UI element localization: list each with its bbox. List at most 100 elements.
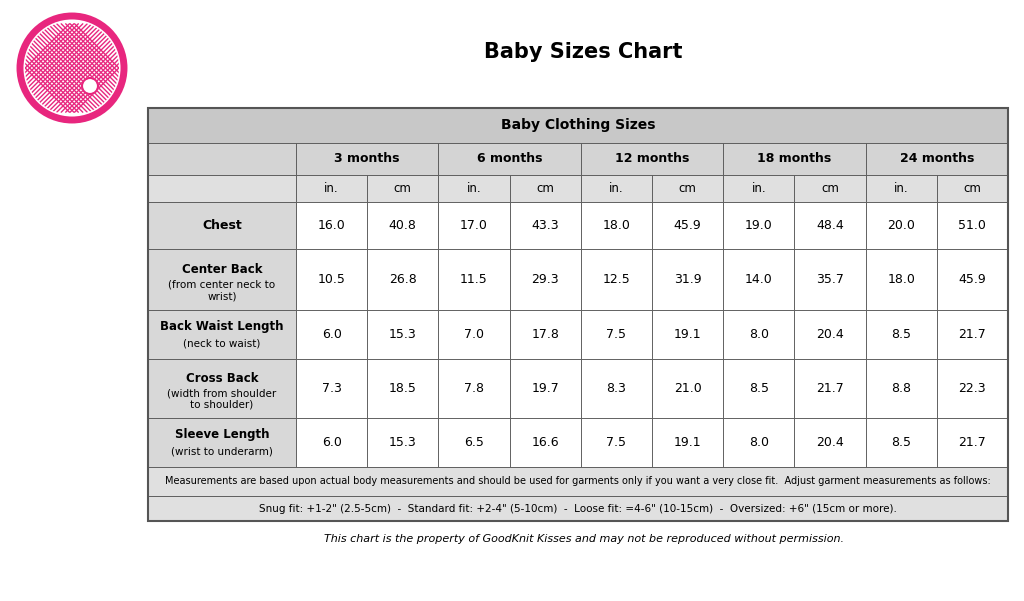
Bar [581, 310, 652, 359]
Text: 26.8: 26.8 [389, 273, 417, 286]
Bar [438, 249, 510, 310]
Bar [438, 143, 581, 175]
Text: 45.9: 45.9 [674, 219, 701, 232]
Text: 31.9: 31.9 [674, 273, 701, 286]
Text: (neck to waist): (neck to waist) [183, 338, 261, 349]
Bar [148, 359, 296, 418]
Bar [865, 310, 937, 359]
Text: 19.7: 19.7 [531, 382, 559, 395]
Bar [368, 202, 438, 249]
Text: 6.0: 6.0 [322, 436, 342, 449]
Bar [148, 310, 296, 359]
Bar [865, 143, 1008, 175]
Text: 19.1: 19.1 [674, 436, 701, 449]
Text: 8.5: 8.5 [891, 328, 911, 341]
Text: 29.3: 29.3 [531, 273, 559, 286]
Bar [510, 175, 581, 202]
Text: in.: in. [325, 182, 339, 195]
Bar [865, 249, 937, 310]
Text: Snug fit: +1-2" (2.5-5cm)  -  Standard fit: +2-4" (5-10cm)  -  Loose fit: =4-6" : Snug fit: +1-2" (2.5-5cm) - Standard fit… [259, 504, 897, 513]
Text: 21.7: 21.7 [816, 382, 844, 395]
Text: Baby Sizes Chart: Baby Sizes Chart [484, 42, 683, 62]
Bar [865, 175, 937, 202]
Text: 18.0: 18.0 [887, 273, 915, 286]
Bar [510, 418, 581, 467]
Text: cm: cm [821, 182, 839, 195]
Bar [296, 310, 368, 359]
Text: 45.9: 45.9 [958, 273, 986, 286]
Text: 51.0: 51.0 [958, 219, 986, 232]
Text: 8.5: 8.5 [891, 436, 911, 449]
Text: Sleeve Length: Sleeve Length [175, 428, 269, 441]
Bar [510, 359, 581, 418]
Text: cm: cm [964, 182, 981, 195]
Bar [438, 175, 510, 202]
Bar [795, 202, 865, 249]
Text: Measurements are based upon actual body measurements and should be used for garm: Measurements are based upon actual body … [165, 477, 991, 486]
Bar [296, 202, 368, 249]
Bar [652, 310, 723, 359]
Text: 21.7: 21.7 [958, 328, 986, 341]
Bar [296, 143, 438, 175]
Text: 48.4: 48.4 [816, 219, 844, 232]
Text: 17.8: 17.8 [531, 328, 559, 341]
Text: 8.0: 8.0 [749, 436, 769, 449]
Text: 7.8: 7.8 [464, 382, 484, 395]
Bar [581, 202, 652, 249]
Bar [937, 359, 1008, 418]
Text: 3 months: 3 months [335, 153, 400, 165]
Text: 7.5: 7.5 [606, 328, 627, 341]
Text: 6 months: 6 months [477, 153, 543, 165]
Bar [296, 359, 368, 418]
Text: 16.0: 16.0 [317, 219, 345, 232]
Text: 20.4: 20.4 [816, 328, 844, 341]
Text: This chart is the property of GoodKnit Kisses and may not be reproduced without : This chart is the property of GoodKnit K… [324, 534, 844, 544]
Bar [865, 359, 937, 418]
Bar [723, 359, 795, 418]
Text: 7.5: 7.5 [606, 436, 627, 449]
Text: (width from shoulder
to shoulder): (width from shoulder to shoulder) [167, 388, 276, 410]
Bar [368, 418, 438, 467]
Text: Chest: Chest [202, 219, 242, 232]
Text: 20.4: 20.4 [816, 436, 844, 449]
Bar [296, 249, 368, 310]
Bar [795, 310, 865, 359]
Bar [795, 249, 865, 310]
Text: 18.5: 18.5 [389, 382, 417, 395]
Text: 12.5: 12.5 [602, 273, 631, 286]
Bar [723, 418, 795, 467]
Text: 19.1: 19.1 [674, 328, 701, 341]
Text: Back Waist Length: Back Waist Length [160, 320, 284, 333]
Text: Baby Clothing Sizes: Baby Clothing Sizes [501, 118, 655, 132]
Bar [652, 202, 723, 249]
Bar [148, 249, 296, 310]
Text: 21.0: 21.0 [674, 382, 701, 395]
Text: (wrist to underarm): (wrist to underarm) [171, 447, 273, 456]
Bar [723, 310, 795, 359]
Bar [652, 249, 723, 310]
Text: in.: in. [894, 182, 908, 195]
Bar [937, 249, 1008, 310]
Text: in.: in. [752, 182, 766, 195]
Text: 21.7: 21.7 [958, 436, 986, 449]
Bar [148, 202, 296, 249]
Bar [581, 418, 652, 467]
Text: 6.5: 6.5 [464, 436, 484, 449]
Bar [148, 418, 296, 467]
Bar [652, 418, 723, 467]
Bar [148, 108, 1008, 521]
Text: in.: in. [467, 182, 481, 195]
Circle shape [24, 20, 120, 116]
Bar [296, 175, 368, 202]
Bar [510, 310, 581, 359]
Text: 18.0: 18.0 [602, 219, 631, 232]
Bar [581, 249, 652, 310]
Bar [937, 418, 1008, 467]
Text: 43.3: 43.3 [531, 219, 559, 232]
Text: 10.5: 10.5 [317, 273, 345, 286]
Text: 8.5: 8.5 [749, 382, 769, 395]
Bar [795, 418, 865, 467]
Bar [148, 143, 296, 175]
Text: 18 months: 18 months [758, 153, 831, 165]
Bar [652, 359, 723, 418]
